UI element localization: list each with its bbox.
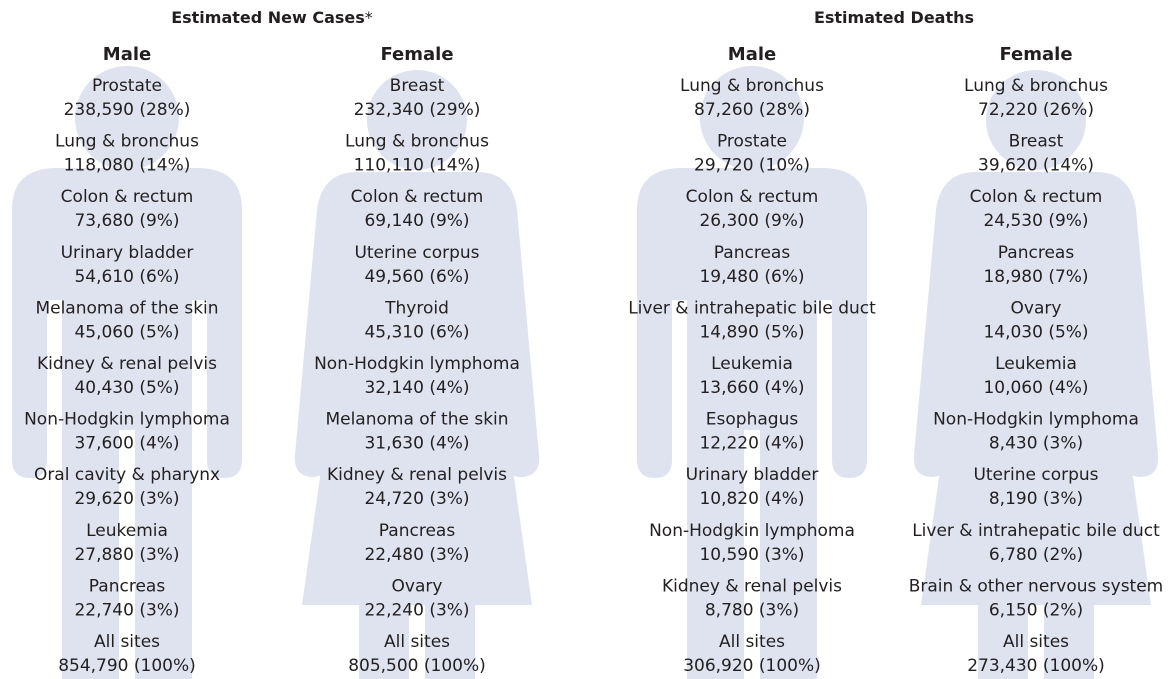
site-value: 10,060 (4%) — [983, 378, 1088, 398]
site-name: Kidney & renal pelvis — [327, 465, 507, 485]
site-value: 73,680 (9%) — [74, 211, 179, 231]
site-value: 8,780 (3%) — [705, 600, 799, 620]
site-value: 8,190 (3%) — [989, 489, 1083, 509]
footnote-mark: * — [365, 8, 373, 27]
site-name: Uterine corpus — [973, 465, 1098, 485]
site-value: 110,110 (14%) — [354, 156, 481, 176]
site-name: Melanoma of the skin — [35, 298, 218, 318]
site-value: 22,740 (3%) — [74, 600, 179, 620]
site-name: Leukemia — [995, 354, 1077, 374]
site-value: 49,560 (6%) — [364, 267, 469, 287]
site-name: Colon & rectum — [351, 187, 484, 207]
site-name: Oral cavity & pharynx — [34, 465, 220, 485]
site-name: Kidney & renal pelvis — [37, 354, 217, 374]
site-value: 40,430 (5%) — [74, 378, 179, 398]
site-value: 19,480 (6%) — [699, 267, 804, 287]
column-heading: Female — [380, 44, 453, 65]
site-name: Lung & bronchus — [345, 132, 489, 152]
site-name: Colon & rectum — [686, 187, 819, 207]
site-name: All sites — [1003, 632, 1069, 652]
site-value: 805,500 (100%) — [348, 656, 486, 676]
section-title-text: Estimated New Cases — [171, 8, 365, 27]
site-name: Pancreas — [714, 243, 791, 263]
site-value: 27,880 (3%) — [74, 545, 179, 565]
site-value: 29,620 (3%) — [74, 489, 179, 509]
site-name: Thyroid — [384, 298, 449, 318]
site-name: All sites — [384, 632, 450, 652]
site-value: 87,260 (28%) — [694, 100, 810, 120]
site-name: Urinary bladder — [686, 465, 819, 485]
site-value: 22,240 (3%) — [364, 600, 469, 620]
site-name: Pancreas — [89, 576, 166, 596]
site-value: 29,720 (10%) — [694, 156, 810, 176]
section-title-text: Estimated Deaths — [814, 8, 974, 27]
site-name: Lung & bronchus — [964, 76, 1108, 96]
site-name: Non-Hodgkin lymphoma — [314, 354, 520, 374]
site-name: Non-Hodgkin lymphoma — [24, 410, 230, 430]
site-name: Prostate — [717, 132, 787, 152]
site-value: 13,660 (4%) — [699, 378, 804, 398]
section-title: Estimated Deaths — [814, 8, 974, 27]
site-name: Leukemia — [86, 521, 168, 541]
site-value: 72,220 (26%) — [978, 100, 1094, 120]
site-value: 854,790 (100%) — [58, 656, 196, 676]
site-value: 31,630 (4%) — [364, 434, 469, 454]
site-value: 232,340 (29%) — [354, 100, 481, 120]
site-value: 69,140 (9%) — [364, 211, 469, 231]
site-value: 10,590 (3%) — [699, 545, 804, 565]
site-name: Breast — [390, 76, 445, 96]
site-name: Pancreas — [379, 521, 456, 541]
site-name: Melanoma of the skin — [325, 410, 508, 430]
site-name: Non-Hodgkin lymphoma — [933, 410, 1139, 430]
site-name: Kidney & renal pelvis — [662, 576, 842, 596]
site-name: Ovary — [1011, 298, 1062, 318]
site-value: 54,610 (6%) — [74, 267, 179, 287]
column-heading: Male — [103, 44, 151, 65]
site-value: 118,080 (14%) — [64, 156, 191, 176]
site-name: Pancreas — [998, 243, 1075, 263]
column-heading: Female — [999, 44, 1072, 65]
site-value: 238,590 (28%) — [64, 100, 191, 120]
site-name: Brain & other nervous system — [909, 576, 1164, 596]
site-value: 37,600 (4%) — [74, 434, 179, 454]
site-name: All sites — [94, 632, 160, 652]
site-name: Colon & rectum — [61, 187, 194, 207]
text-layer: Estimated New Cases* Male Prostate 238,590 … — [24, 8, 1163, 677]
site-name: Prostate — [92, 76, 162, 96]
site-value: 22,480 (3%) — [364, 545, 469, 565]
site-name: All sites — [719, 632, 785, 652]
site-name: Lung & bronchus — [680, 76, 824, 96]
site-value: 12,220 (4%) — [699, 434, 804, 454]
site-value: 24,720 (3%) — [364, 489, 469, 509]
site-name: Leukemia — [711, 354, 793, 374]
site-name: Esophagus — [706, 410, 799, 430]
site-name: Non-Hodgkin lymphoma — [649, 521, 855, 541]
site-name: Urinary bladder — [61, 243, 194, 263]
site-value: 32,140 (4%) — [364, 378, 469, 398]
site-name: Liver & intrahepatic bile duct — [912, 521, 1160, 541]
site-value: 45,310 (6%) — [364, 322, 469, 342]
site-name: Lung & bronchus — [55, 132, 199, 152]
site-name: Liver & intrahepatic bile duct — [628, 298, 876, 318]
site-value: 14,890 (5%) — [699, 322, 804, 342]
site-value: 306,920 (100%) — [683, 656, 821, 676]
site-name: Colon & rectum — [970, 187, 1103, 207]
site-value: 6,150 (2%) — [989, 600, 1083, 620]
site-value: 18,980 (7%) — [983, 267, 1088, 287]
site-value: 273,430 (100%) — [967, 656, 1105, 676]
site-value: 10,820 (4%) — [699, 489, 804, 509]
site-value: 26,300 (9%) — [699, 211, 804, 231]
site-value: 8,430 (3%) — [989, 434, 1083, 454]
site-value: 14,030 (5%) — [983, 322, 1088, 342]
site-value: 24,530 (9%) — [983, 211, 1088, 231]
site-value: 45,060 (5%) — [74, 322, 179, 342]
site-name: Ovary — [392, 576, 443, 596]
site-name: Uterine corpus — [354, 243, 479, 263]
column-heading: Male — [728, 44, 776, 65]
site-value: 6,780 (2%) — [989, 545, 1083, 565]
site-name: Breast — [1009, 132, 1064, 152]
site-value: 39,620 (14%) — [978, 156, 1094, 176]
section-title: Estimated New Cases* — [171, 8, 373, 27]
